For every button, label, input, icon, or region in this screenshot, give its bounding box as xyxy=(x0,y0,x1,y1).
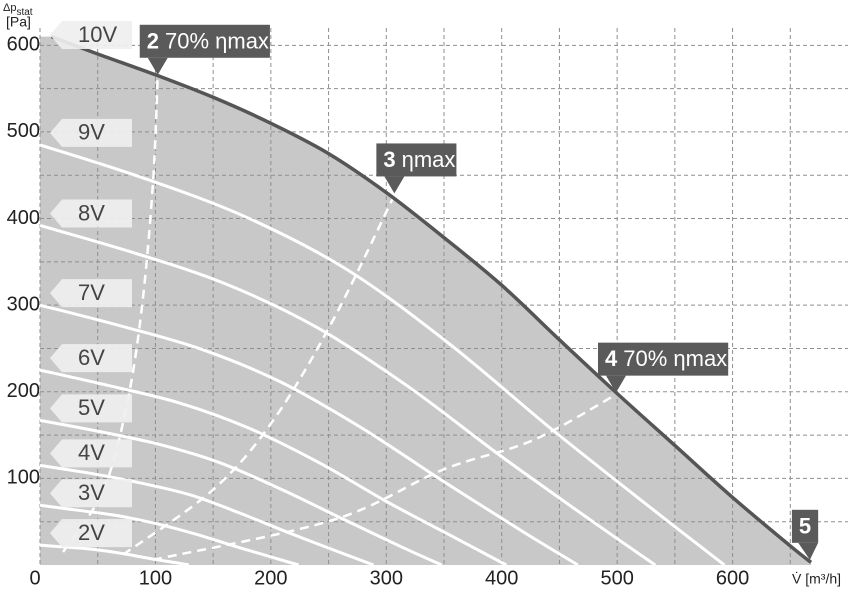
voltage-tag xyxy=(50,479,132,508)
legend-label: 7V xyxy=(78,280,105,305)
x-tick-label: 200 xyxy=(254,567,287,589)
callout-text: 3 ηmax xyxy=(383,147,455,172)
legend-label: 6V xyxy=(78,345,105,370)
voltage-tag xyxy=(50,344,132,373)
legend-label: 2V xyxy=(78,520,105,545)
voltage-tag xyxy=(50,118,132,147)
x-tick-label: 400 xyxy=(485,567,518,589)
voltage-curve xyxy=(39,503,299,567)
y-label-subscript: stat xyxy=(16,7,32,18)
callout: 5 xyxy=(791,509,819,560)
voltage-curve xyxy=(39,224,657,567)
callout-number: 2 xyxy=(147,28,159,53)
x-tick-label: 600 xyxy=(716,567,749,589)
legend-label: 5V xyxy=(78,395,105,420)
callout-label: 70% ηmax xyxy=(165,28,269,53)
callout-box xyxy=(597,342,729,376)
callout-label: 70% ηmax xyxy=(623,346,727,371)
max-curve xyxy=(50,35,813,564)
callout-box xyxy=(791,509,819,543)
x-tick-label: 100 xyxy=(139,567,172,589)
callout-pointer xyxy=(384,176,405,194)
voltage-tag xyxy=(50,439,132,468)
operating-area xyxy=(40,36,812,565)
legend-label: 4V xyxy=(78,440,105,465)
callout: 4 70% ηmax xyxy=(597,342,729,393)
voltage-curve xyxy=(39,303,579,567)
efficiency-line xyxy=(62,75,159,553)
callout-box xyxy=(376,143,457,177)
callout-number: 5 xyxy=(799,513,811,538)
voltage-curve xyxy=(39,368,508,567)
voltage-tag xyxy=(50,21,132,49)
callout: 3 ηmax xyxy=(376,143,457,194)
y-axis-unit: [Pa] xyxy=(6,14,31,30)
y-tick-label: 600 xyxy=(7,34,40,56)
legend-label: 3V xyxy=(78,480,105,505)
callout-pointer xyxy=(147,57,168,75)
y-label-symbol: Δp xyxy=(3,2,16,14)
legend-label: 10V xyxy=(78,22,117,47)
y-tick-label: 100 xyxy=(7,467,40,489)
voltage-tag xyxy=(50,199,132,228)
callout-box xyxy=(139,24,270,58)
voltage-curve xyxy=(39,143,726,567)
x-tick-label: 0 xyxy=(29,567,40,589)
x-tick-label: 300 xyxy=(370,567,403,589)
efficiency-line xyxy=(152,394,616,562)
legend-label: 8V xyxy=(78,200,105,225)
y-tick-label: 400 xyxy=(7,207,40,229)
efficiency-line xyxy=(122,194,396,556)
callout-text: 2 70% ηmax xyxy=(147,28,269,53)
y-axis-label: Δpstat xyxy=(3,2,33,18)
y-tick-label: 200 xyxy=(7,380,40,402)
voltage-tag xyxy=(50,394,132,423)
y-tick-label: 500 xyxy=(7,120,40,142)
legend-label: 9V xyxy=(78,120,105,145)
callout: 2 70% ηmax xyxy=(139,24,270,75)
callout-number: 3 xyxy=(383,147,395,172)
voltage-tag xyxy=(50,519,132,548)
callout-pointer xyxy=(798,542,819,560)
callout-pointer xyxy=(605,375,626,393)
callout-text: 4 70% ηmax xyxy=(605,346,727,371)
voltage-curve xyxy=(39,418,443,567)
callout-number: 4 xyxy=(605,346,618,371)
callout-text: 5 xyxy=(799,513,811,538)
y-tick-label: 300 xyxy=(7,293,40,315)
voltage-tag xyxy=(50,279,132,308)
x-tick-label: 500 xyxy=(600,567,633,589)
voltage-curve xyxy=(39,463,375,567)
callout-label: ηmax xyxy=(402,147,456,172)
x-axis-label: V̇ [m³/h] xyxy=(792,571,841,587)
